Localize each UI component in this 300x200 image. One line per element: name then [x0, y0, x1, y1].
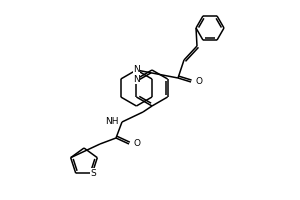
- Text: O: O: [133, 140, 140, 148]
- Text: O: O: [195, 77, 202, 86]
- Text: N: N: [133, 74, 140, 84]
- Text: NH: NH: [106, 117, 119, 127]
- Text: N: N: [133, 66, 140, 74]
- Text: S: S: [90, 169, 96, 178]
